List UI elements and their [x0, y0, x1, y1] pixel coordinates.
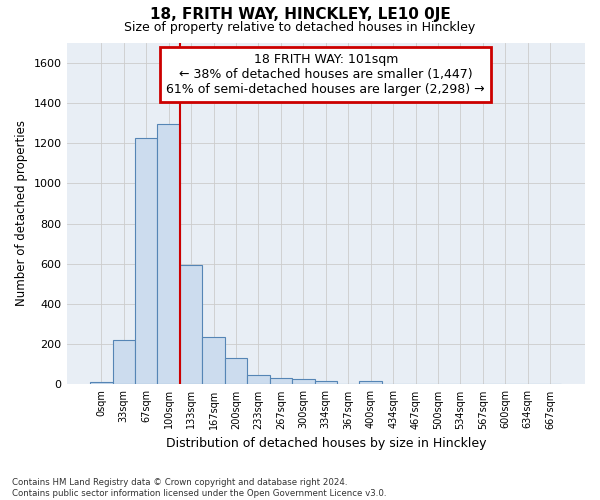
Text: Contains HM Land Registry data © Crown copyright and database right 2024.
Contai: Contains HM Land Registry data © Crown c… [12, 478, 386, 498]
Text: 18, FRITH WAY, HINCKLEY, LE10 0JE: 18, FRITH WAY, HINCKLEY, LE10 0JE [149, 8, 451, 22]
X-axis label: Distribution of detached houses by size in Hinckley: Distribution of detached houses by size … [166, 437, 486, 450]
Bar [157, 124, 180, 384]
Bar [269, 378, 292, 384]
Bar [292, 380, 314, 384]
Bar [90, 382, 113, 384]
Y-axis label: Number of detached properties: Number of detached properties [15, 120, 28, 306]
Bar [314, 382, 337, 384]
Bar [113, 340, 135, 384]
Bar [135, 138, 157, 384]
Bar [180, 265, 202, 384]
Bar [247, 376, 269, 384]
Bar [202, 337, 225, 384]
Bar [359, 382, 382, 384]
Bar [225, 358, 247, 384]
Text: Size of property relative to detached houses in Hinckley: Size of property relative to detached ho… [124, 21, 476, 34]
Text: 18 FRITH WAY: 101sqm
← 38% of detached houses are smaller (1,447)
61% of semi-de: 18 FRITH WAY: 101sqm ← 38% of detached h… [166, 53, 485, 96]
